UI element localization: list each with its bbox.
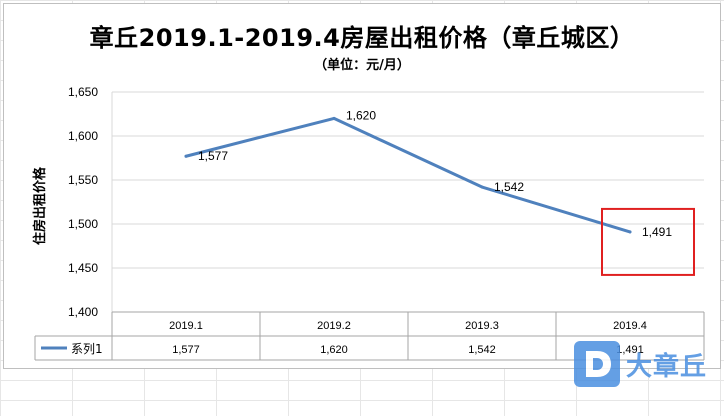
series-line xyxy=(184,116,632,234)
chart-subtitle: （单位：元/月） xyxy=(314,58,410,73)
highlight-box xyxy=(601,207,695,276)
table-value-cell: 1,620 xyxy=(320,344,348,356)
data-label: 1,491 xyxy=(642,225,672,239)
y-tick-label: 1,650 xyxy=(68,85,98,99)
x-category-label: 2019.2 xyxy=(317,320,351,332)
y-tick-label: 1,600 xyxy=(68,129,98,143)
data-point xyxy=(184,154,188,158)
data-label: 1,577 xyxy=(198,149,228,163)
table-value-cell: 1,491 xyxy=(616,344,644,356)
data-label: 1,620 xyxy=(346,108,376,122)
data-point xyxy=(480,185,484,189)
watermark-text: 大章丘 xyxy=(626,351,708,382)
line-chart: 住房出租价格 1,400 1,450 1,500 1,550 1,600 1,650 201… xyxy=(32,85,705,361)
y-axis-label: 住房出租价格 xyxy=(32,166,48,245)
data-point xyxy=(332,116,336,120)
x-category-label: 2019.3 xyxy=(465,320,499,332)
chart-area[interactable]: 章丘2019.1-2019.4房屋出租价格（章丘城区） （单位：元/月） 住房出… xyxy=(3,3,721,369)
chart-title: 章丘2019.1-2019.4房屋出租价格（章丘城区） xyxy=(89,24,635,52)
x-category-label: 2019.4 xyxy=(613,320,647,332)
legend-series-label: 系列1 xyxy=(71,342,103,356)
table-value-cell: 1,542 xyxy=(468,344,496,356)
y-tick-label: 1,500 xyxy=(68,217,98,231)
d-logo-icon xyxy=(574,341,620,387)
y-tick-label: 1,450 xyxy=(68,261,98,275)
y-tick-label: 1,550 xyxy=(68,173,98,187)
y-tick-label: 1,400 xyxy=(68,305,98,319)
watermark: 大章丘 xyxy=(574,341,720,387)
x-category-label: 2019.1 xyxy=(169,320,203,332)
data-point xyxy=(628,230,632,234)
table-value-cell: 1,577 xyxy=(172,344,200,356)
data-label: 1,542 xyxy=(494,180,524,194)
